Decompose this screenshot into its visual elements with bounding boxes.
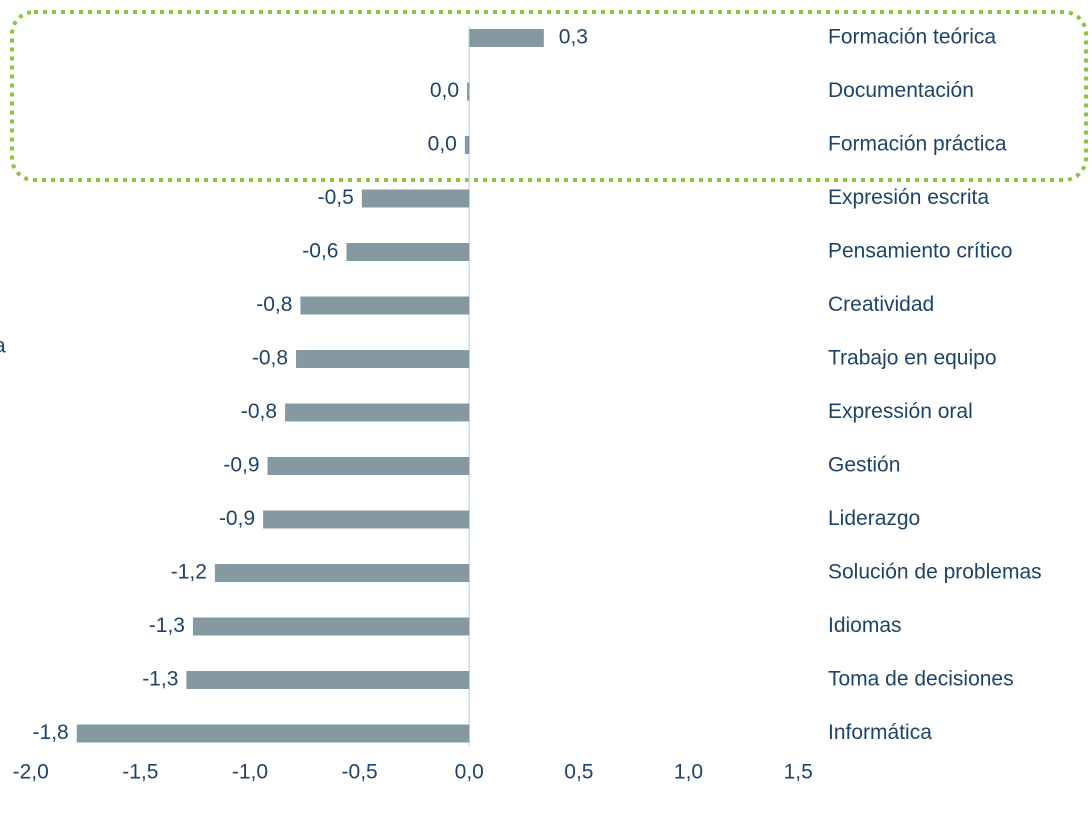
category-label: Gestión [828, 454, 900, 477]
bar [263, 510, 470, 529]
category-label: Expresión escrita [828, 186, 989, 209]
category-label: Documentación [828, 79, 974, 102]
bar [300, 296, 470, 315]
bar [464, 136, 470, 154]
value-label: -0,8 [256, 293, 292, 316]
category-label: Liderazgo [828, 507, 920, 530]
category-label: Formación teórica [828, 26, 996, 49]
category-label: Pensamiento crítico [828, 240, 1012, 263]
category-label: Creatividad [828, 293, 934, 316]
value-label: 0,0 [430, 79, 459, 102]
value-label: 0,3 [559, 26, 588, 49]
value-label: -1,8 [33, 721, 69, 744]
category-label: Formación práctica [828, 133, 1007, 156]
x-tick-label: 1,5 [784, 761, 813, 784]
x-tick-label: -1,0 [232, 761, 268, 784]
bar [285, 403, 470, 422]
bar [296, 350, 470, 368]
highlight-box [10, 10, 1088, 182]
category-label: Idiomas [828, 614, 902, 637]
bar [186, 671, 470, 689]
bar [76, 724, 470, 743]
bar [467, 82, 470, 101]
category-label: Informática [828, 721, 932, 744]
bar [192, 617, 470, 636]
x-tick-label: 0,0 [455, 761, 484, 784]
annotation: a [0, 335, 6, 358]
bar [469, 29, 544, 47]
value-label: -1,3 [142, 668, 178, 691]
value-label: -0,6 [302, 240, 338, 263]
value-label: -1,2 [171, 561, 207, 584]
value-label: -0,8 [241, 400, 277, 423]
value-label: -0,9 [219, 507, 255, 530]
x-tick-label: -1,5 [122, 761, 158, 784]
category-label: Expressión oral [828, 400, 973, 423]
category-label: Solución de problemas [828, 561, 1042, 584]
value-label: -0,9 [223, 454, 259, 477]
category-label: Toma de decisiones [828, 668, 1014, 691]
bar [346, 243, 470, 261]
value-label: -0,5 [318, 186, 354, 209]
value-label: 0,0 [428, 133, 457, 156]
value-label: -0,8 [252, 347, 288, 370]
x-tick-label: 1,0 [674, 761, 703, 784]
value-label: -1,3 [149, 614, 185, 637]
bar [267, 457, 470, 475]
bar [361, 189, 470, 208]
x-tick-label: -2,0 [13, 761, 49, 784]
bar [214, 564, 470, 582]
x-tick-label: 0,5 [564, 761, 593, 784]
x-tick-label: -0,5 [342, 761, 378, 784]
category-label: Trabajo en equipo [828, 347, 997, 370]
